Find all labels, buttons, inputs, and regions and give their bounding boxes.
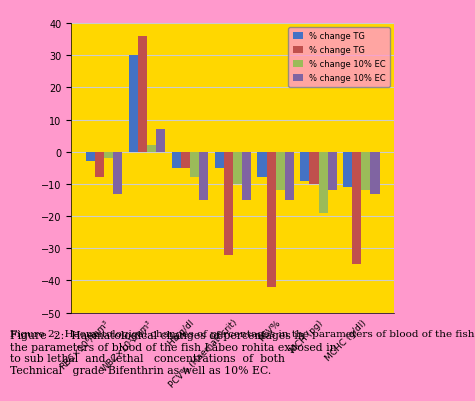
- Bar: [171, 152, 181, 168]
- Bar: [328, 152, 337, 191]
- Bar: [86, 152, 95, 162]
- Bar: [370, 152, 380, 194]
- Bar: [113, 152, 122, 194]
- Bar: [224, 152, 233, 255]
- Text: Figure  2:  Haematological changes of percentages in
the parameters of blood of : Figure 2: Haematological changes of perc…: [10, 330, 336, 375]
- Bar: [276, 152, 285, 191]
- Bar: [138, 37, 147, 152]
- Text: Figure 2:  Haematological changes of percentages in the parameters of blood of t: Figure 2: Haematological changes of perc…: [10, 329, 474, 348]
- Bar: [352, 152, 361, 265]
- Bar: [285, 152, 294, 200]
- Bar: [129, 56, 138, 152]
- Bar: [319, 152, 328, 213]
- Bar: [181, 152, 190, 168]
- Bar: [215, 152, 224, 168]
- Bar: [233, 152, 242, 184]
- Bar: [300, 152, 309, 181]
- Legend: % change TG, % change TG, % change 10% EC, % change 10% EC: % change TG, % change TG, % change 10% E…: [288, 28, 390, 87]
- Bar: [156, 130, 165, 152]
- Bar: [257, 152, 266, 178]
- Bar: [361, 152, 371, 191]
- Bar: [242, 152, 251, 200]
- Bar: [199, 152, 208, 200]
- Bar: [266, 152, 276, 287]
- Bar: [343, 152, 352, 188]
- Bar: [147, 146, 156, 152]
- Bar: [190, 152, 199, 178]
- Bar: [309, 152, 319, 184]
- Bar: [95, 152, 104, 178]
- Bar: [104, 152, 113, 159]
